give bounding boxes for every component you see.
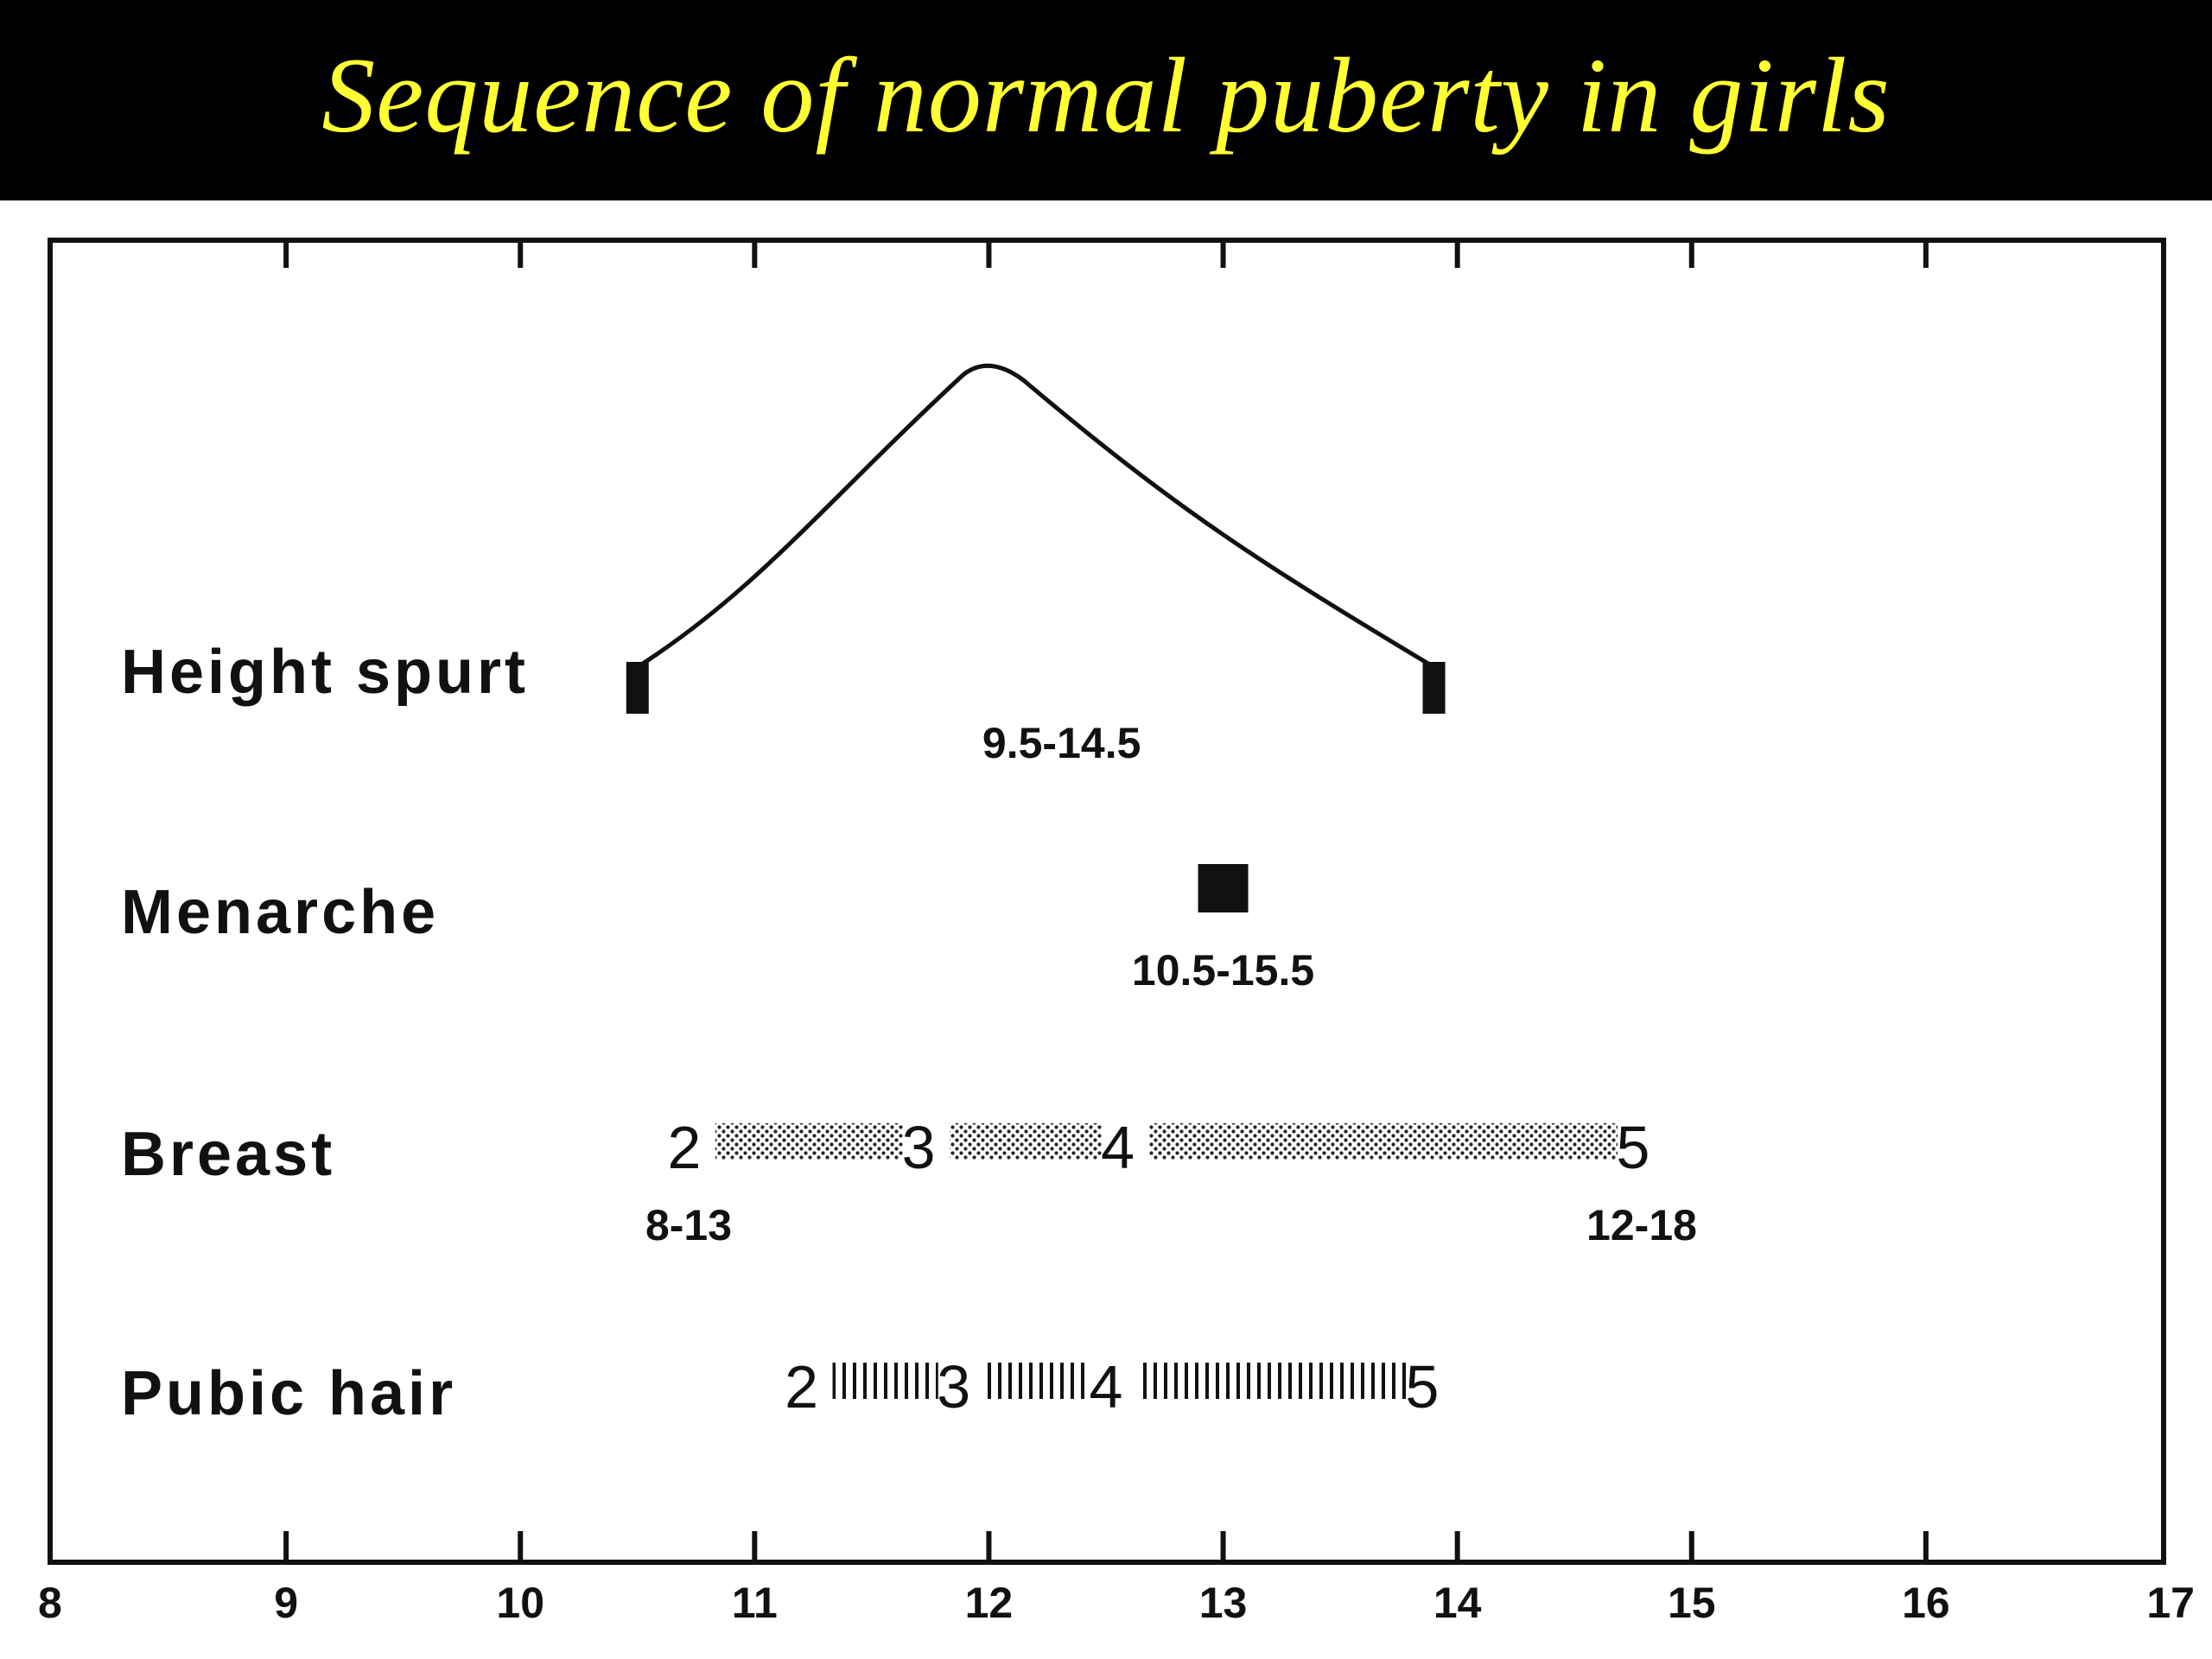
row-label: Menarche [121, 878, 439, 947]
range-label-end: 12-18 [1586, 1201, 1697, 1249]
stage-bar [1148, 1123, 1618, 1160]
chart-frame [48, 238, 2166, 1565]
stage-label: 3 [937, 1353, 970, 1421]
row-label: Pubic hair [121, 1359, 456, 1428]
axis-tick-label: 11 [732, 1579, 778, 1627]
chart-rows: Height spurt 9.5-14.5 Menarche 10.5-15.5 Bre… [121, 363, 1697, 1428]
stage-label: 2 [785, 1353, 818, 1421]
axis-tick-label: 17 [2146, 1579, 2195, 1627]
stage-label: 2 [668, 1114, 702, 1181]
puberty-timeline-chart: 8 9 10 11 12 13 14 15 16 17 Height spurt 9.5-14.5 M… [38, 238, 2195, 1627]
row-breast: Breast 2 3 4 5 8-13 12-18 [121, 1114, 1697, 1249]
row-pubic-hair: Pubic hair 2 3 4 5 [121, 1353, 1439, 1428]
stage-label: 5 [1617, 1114, 1650, 1181]
row-height-spurt: Height spurt 9.5-14.5 [121, 363, 1446, 767]
stage-label: 3 [902, 1114, 936, 1181]
stage-bar [832, 1363, 938, 1399]
page-title: Sequence of normal puberty in girls [321, 36, 1891, 155]
range-label-start: 8-13 [645, 1201, 732, 1249]
range-label: 10.5-15.5 [1132, 946, 1314, 995]
axis-tick-label: 12 [965, 1579, 1014, 1627]
axis-tick-label: 8 [38, 1579, 62, 1627]
height-spurt-end-marker [1422, 662, 1446, 714]
title-bar: Sequence of normal puberty in girls [0, 0, 2212, 200]
axis-ticks [283, 240, 1929, 1562]
stage-bar [984, 1363, 1090, 1399]
row-label: Breast [121, 1120, 335, 1189]
axis-tick-label: 15 [1668, 1579, 1716, 1627]
axis-tick-label: 13 [1199, 1579, 1248, 1627]
axis-tick-labels: 8 9 10 11 12 13 14 15 16 17 [38, 1579, 2195, 1627]
stage-bar [950, 1123, 1103, 1160]
height-spurt-start-marker [626, 662, 649, 714]
stage-label: 4 [1101, 1114, 1135, 1181]
stage-bar [715, 1123, 904, 1160]
range-label: 9.5-14.5 [982, 719, 1141, 767]
menarche-marker [1198, 864, 1249, 912]
axis-tick-label: 14 [1433, 1579, 1482, 1627]
stage-bar [1137, 1363, 1407, 1399]
axis-tick-label: 16 [1902, 1579, 1950, 1627]
axis-tick-label: 9 [274, 1579, 298, 1627]
row-menarche: Menarche 10.5-15.5 [121, 864, 1314, 995]
row-label: Height spurt [121, 638, 529, 707]
stage-label: 5 [1406, 1353, 1440, 1421]
stage-label: 4 [1090, 1353, 1123, 1421]
axis-tick-label: 10 [496, 1579, 544, 1627]
height-spurt-curve [636, 363, 1435, 670]
